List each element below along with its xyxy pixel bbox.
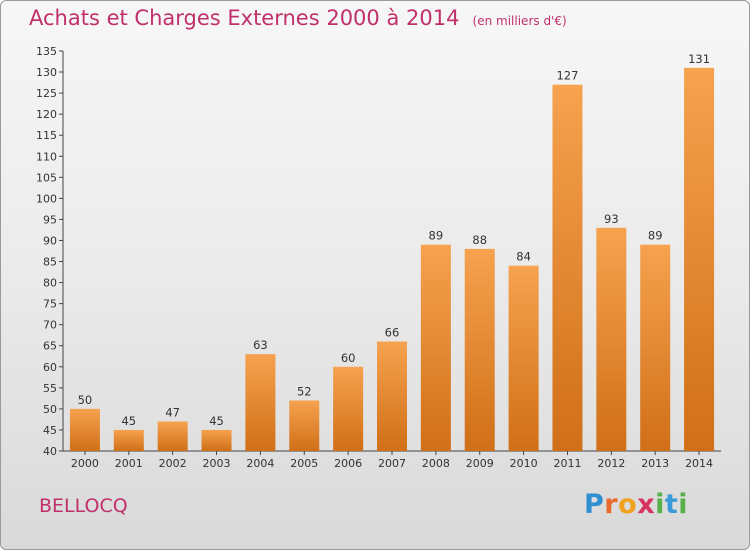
- bar: [420, 244, 451, 451]
- bar-value-label: 47: [165, 406, 180, 420]
- bar-value-label: 93: [604, 212, 619, 226]
- y-tick-label: 50: [43, 403, 57, 416]
- bar-value-label: 89: [648, 229, 663, 243]
- bar-value-label: 63: [253, 338, 268, 352]
- bar: [245, 354, 276, 451]
- y-tick-label: 70: [43, 319, 57, 332]
- bar-value-label: 127: [556, 69, 578, 83]
- bar-value-label: 45: [209, 414, 224, 428]
- y-tick-label: 65: [43, 340, 57, 353]
- y-tick-label: 40: [43, 445, 57, 458]
- bar: [333, 366, 364, 451]
- bar: [377, 341, 407, 451]
- logo-letter: o: [618, 489, 638, 520]
- bar: [113, 429, 144, 451]
- bar-value-label: 50: [78, 393, 93, 407]
- x-tick-label: 2013: [641, 457, 669, 470]
- x-tick-label: 2009: [466, 457, 494, 470]
- chart-title: Achats et Charges Externes 2000 à 2014: [29, 6, 460, 30]
- y-tick-label: 125: [36, 87, 57, 100]
- y-tick-label: 115: [36, 129, 57, 142]
- bar-value-label: 131: [688, 52, 710, 66]
- x-tick-label: 2010: [510, 457, 538, 470]
- y-tick-label: 85: [43, 256, 57, 269]
- bars: [69, 67, 715, 452]
- bar: [201, 429, 232, 451]
- y-tick-label: 105: [36, 171, 57, 184]
- bar-value-label: 88: [472, 233, 487, 247]
- y-tick-label: 135: [36, 45, 57, 58]
- x-tick-label: 2004: [246, 457, 274, 470]
- logo-letter: P: [584, 489, 605, 520]
- bar: [289, 400, 320, 451]
- bar-value-label: 52: [297, 384, 312, 398]
- y-tick-label: 45: [43, 424, 57, 437]
- title-row: Achats et Charges Externes 2000 à 2014 (…: [29, 6, 567, 30]
- value-labels: 50 45 47 45 63 52 60 66 89 88 84 127 93 89 131: [78, 52, 710, 428]
- y-tick-label: 60: [43, 361, 57, 374]
- bar-value-label: 66: [385, 326, 400, 340]
- bar-value-label: 84: [516, 250, 531, 264]
- bar: [157, 421, 188, 451]
- x-tick-label: 2001: [115, 457, 143, 470]
- y-tick-label: 110: [36, 150, 57, 163]
- y-tick-label: 80: [43, 277, 57, 290]
- y-tick-label: 120: [36, 108, 57, 121]
- y-tick-label: 55: [43, 382, 57, 395]
- x-tick-label: 2003: [203, 457, 231, 470]
- commune-name: BELLOCQ: [39, 495, 128, 517]
- x-tick-label: 2006: [334, 457, 362, 470]
- proxiti-logo[interactable]: Proxiti: [584, 489, 688, 520]
- logo-letter: i: [678, 489, 689, 520]
- bar-value-label: 60: [341, 351, 356, 365]
- x-tick-label: 2002: [159, 457, 187, 470]
- bar: [69, 408, 100, 451]
- y-tick-label: 130: [36, 66, 57, 79]
- bar: [596, 227, 627, 451]
- logo-letter: t: [664, 489, 679, 520]
- x-tick-label: 2011: [553, 457, 581, 470]
- bar: [684, 67, 715, 451]
- x-tick-label: 2012: [597, 457, 625, 470]
- axes: 40 45 50 55 60 65 70 75 80 85 90 95 100 105 110 115 120 1…: [36, 45, 721, 470]
- logo-letter: x: [637, 489, 656, 520]
- bar: [464, 248, 495, 451]
- x-tick-label: 2000: [71, 457, 99, 470]
- x-tick-label: 2007: [378, 457, 406, 470]
- y-tick-label: 95: [43, 213, 57, 226]
- bar: [508, 265, 539, 451]
- x-tick-label: 2008: [422, 457, 450, 470]
- bar: [640, 244, 671, 451]
- x-tick-label: 2014: [685, 457, 713, 470]
- logo-letter: i: [655, 489, 665, 520]
- y-tick-label: 75: [43, 298, 57, 311]
- chart-unit: (en milliers d'€): [472, 14, 567, 28]
- y-tick-label: 100: [36, 192, 57, 205]
- bar: [552, 84, 583, 452]
- x-tick-label: 2005: [290, 457, 318, 470]
- y-tick-label: 90: [43, 234, 57, 247]
- bar-value-label: 89: [429, 229, 444, 243]
- logo-letter: r: [604, 489, 619, 520]
- bar-value-label: 45: [121, 414, 136, 428]
